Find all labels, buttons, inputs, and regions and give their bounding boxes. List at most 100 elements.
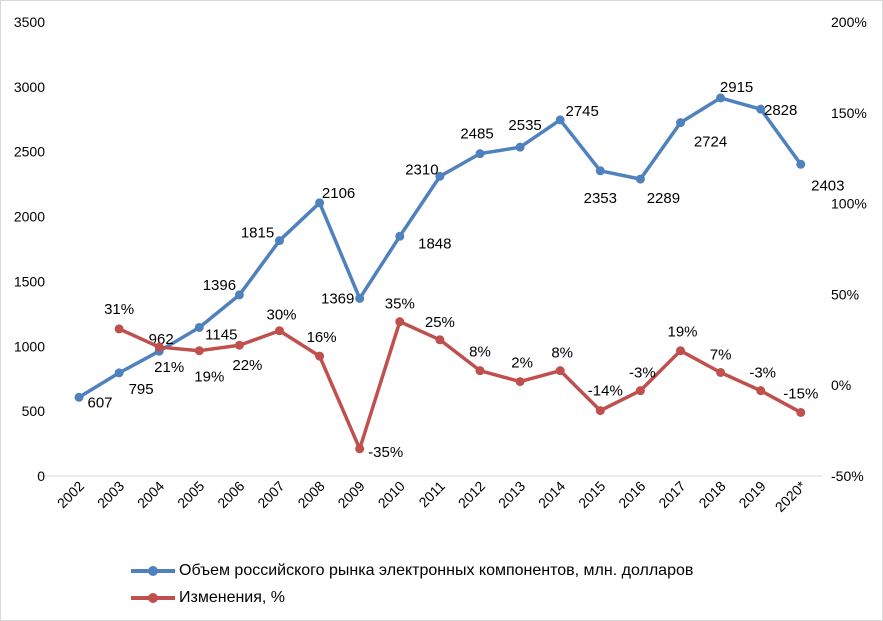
left-axis-tick: 500 xyxy=(22,403,46,419)
x-axis-tick: 2011 xyxy=(415,478,448,511)
data-point-0-17 xyxy=(756,104,766,114)
x-axis-tick: 2018 xyxy=(695,478,728,511)
data-label-0-4: 1396 xyxy=(203,277,236,294)
data-point-0-14 xyxy=(635,174,645,184)
data-point-0-4 xyxy=(234,290,244,300)
data-point-0-0 xyxy=(74,392,84,402)
x-axis-tick: 2012 xyxy=(455,478,488,511)
data-label-0-11: 2535 xyxy=(508,117,541,134)
data-point-1-3 xyxy=(194,346,204,356)
data-point-0-11 xyxy=(515,142,525,152)
data-label-1-6: 16% xyxy=(307,329,337,346)
data-label-1-12: 8% xyxy=(551,345,573,362)
data-point-1-12 xyxy=(555,366,565,376)
x-axis-tick: 2005 xyxy=(174,478,207,511)
data-point-0-3 xyxy=(194,322,204,332)
data-label-1-3: 19% xyxy=(194,369,224,386)
right-axis-tick: 100% xyxy=(831,196,867,212)
legend-label-change: Изменения, % xyxy=(179,588,286,606)
data-point-1-6 xyxy=(315,351,325,361)
data-label-1-14: -3% xyxy=(629,365,656,382)
left-axis-tick: 2500 xyxy=(14,144,45,160)
data-label-1-15: 19% xyxy=(667,324,697,341)
data-label-0-8: 1848 xyxy=(418,235,451,252)
data-point-1-15 xyxy=(676,346,685,356)
data-label-0-1: 795 xyxy=(129,381,154,398)
series-line-1 xyxy=(118,319,802,451)
left-axis-tick: 0 xyxy=(37,468,45,484)
data-point-1-4 xyxy=(234,340,244,350)
x-axis-tick: 2007 xyxy=(254,478,287,511)
right-axis-tick: 0% xyxy=(831,377,851,393)
data-label-0-17: 2828 xyxy=(764,102,797,119)
data-label-0-18: 2403 xyxy=(811,177,844,194)
data-point-0-9 xyxy=(435,171,445,181)
data-point-0-13 xyxy=(595,166,605,176)
data-point-0-8 xyxy=(395,231,405,241)
data-point-1-9 xyxy=(435,335,445,345)
x-axis-tick: 2015 xyxy=(575,478,608,511)
data-point-0-10 xyxy=(475,149,485,159)
x-axis-tick: 2010 xyxy=(375,478,408,511)
x-axis-tick: 2008 xyxy=(294,478,327,511)
x-axis-tick: 2013 xyxy=(495,478,528,511)
left-axis-tick: 3000 xyxy=(14,79,45,95)
data-label-0-16: 2915 xyxy=(720,79,753,96)
right-axis-tick: 200% xyxy=(831,14,867,30)
legend-swatch-red xyxy=(131,591,175,605)
data-point-0-12 xyxy=(555,115,565,125)
data-label-1-11: 2% xyxy=(511,355,533,372)
legend-swatch-blue xyxy=(131,564,175,578)
legend-item-change: Изменения, % xyxy=(131,584,693,611)
data-label-0-3: 1145 xyxy=(205,326,237,343)
data-label-0-5: 1815 xyxy=(241,225,274,242)
data-label-1-13: -14% xyxy=(588,383,623,400)
data-label-1-1: 31% xyxy=(104,301,134,318)
data-point-0-7 xyxy=(355,293,365,303)
x-axis-tick: 2003 xyxy=(94,478,127,511)
data-label-1-7: -35% xyxy=(368,444,403,461)
left-axis-tick: 2000 xyxy=(14,209,45,225)
data-label-0-10: 2485 xyxy=(460,126,493,143)
data-label-0-14: 2289 xyxy=(647,190,680,207)
data-point-0-1 xyxy=(114,368,124,378)
data-label-0-12: 2745 xyxy=(566,103,599,120)
data-point-1-17 xyxy=(756,386,766,396)
data-label-0-6: 2106 xyxy=(322,185,355,202)
right-axis-tick: -50% xyxy=(831,468,864,484)
x-axis-tick: 2002 xyxy=(54,478,87,511)
x-axis-tick: 2017 xyxy=(655,478,688,511)
data-point-0-16 xyxy=(716,93,726,103)
data-label-0-9: 2310 xyxy=(405,161,438,178)
left-axis-tick: 1000 xyxy=(14,338,45,354)
data-label-1-9: 25% xyxy=(425,314,455,331)
data-point-1-13 xyxy=(595,406,605,416)
legend: Объем российского рынка электронных комп… xyxy=(131,557,693,611)
data-point-1-8 xyxy=(395,317,405,327)
data-label-1-17: -3% xyxy=(749,365,776,382)
left-axis-tick: 3500 xyxy=(14,14,45,30)
data-label-1-8: 35% xyxy=(385,296,415,313)
data-point-0-6 xyxy=(315,198,325,208)
left-axis-tick: 1500 xyxy=(14,273,45,289)
x-axis-tick: 2016 xyxy=(615,478,648,511)
data-label-1-16: 7% xyxy=(710,346,732,363)
data-point-1-10 xyxy=(475,366,485,376)
right-axis-tick: 50% xyxy=(831,286,859,302)
data-point-1-11 xyxy=(515,377,525,387)
data-label-1-4: 22% xyxy=(232,357,262,374)
data-label-1-5: 30% xyxy=(266,307,296,324)
x-axis-tick: 2006 xyxy=(214,478,247,511)
data-label-1-10: 8% xyxy=(469,344,491,361)
data-point-1-2 xyxy=(154,342,164,352)
x-axis-tick: 2019 xyxy=(735,478,768,511)
data-point-1-14 xyxy=(635,386,645,396)
data-label-1-18: -15% xyxy=(783,385,818,402)
legend-item-volume: Объем российского рынка электронных комп… xyxy=(131,557,693,584)
x-axis-tick: 2009 xyxy=(334,478,367,511)
data-label-0-7: 1369 xyxy=(321,290,354,307)
data-point-0-15 xyxy=(676,118,685,128)
x-axis-tick: 2004 xyxy=(134,478,167,511)
data-point-1-18 xyxy=(796,407,806,417)
